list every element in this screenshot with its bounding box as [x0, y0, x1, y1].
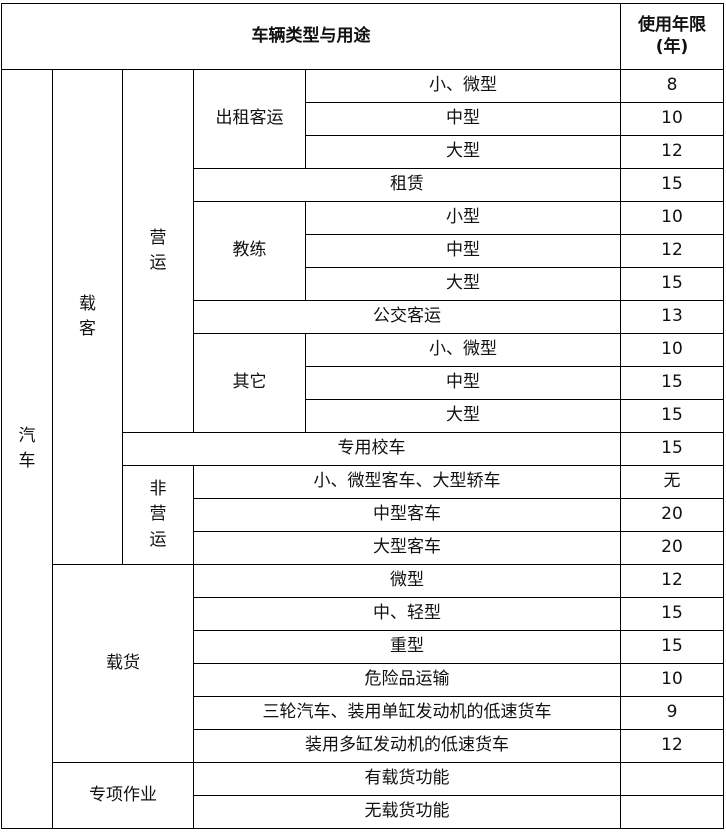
- years-cell: 15: [620, 399, 724, 433]
- years-cell: 15: [620, 597, 724, 631]
- item-cell: 大型: [305, 135, 621, 169]
- years-cell: 12: [620, 729, 724, 763]
- years-cell: 10: [620, 102, 724, 136]
- years-cell: 20: [620, 498, 724, 532]
- header-row: 车辆类型与用途 使用年限 (年): [1, 3, 724, 70]
- coach: 教练: [193, 201, 306, 301]
- item-cell: 大型: [305, 267, 621, 301]
- item-cell: 专用校车: [122, 432, 621, 466]
- header-type: 车辆类型与用途: [1, 3, 621, 70]
- item-cell: 中型: [305, 102, 621, 136]
- taxi: 出租客运: [193, 69, 306, 169]
- years-cell: 无: [620, 465, 724, 499]
- other: 其它: [193, 333, 306, 433]
- item-cell: 中型: [305, 234, 621, 268]
- years-cell: 12: [620, 234, 724, 268]
- item-cell: 危险品运输: [193, 663, 621, 697]
- item-cell: 大型客车: [193, 531, 621, 565]
- years-cell: 10: [620, 333, 724, 367]
- item-cell: 中、轻型: [193, 597, 621, 631]
- item-cell: 重型: [193, 630, 621, 664]
- item-cell: 无载货功能: [193, 795, 621, 829]
- item-cell: 大型: [305, 399, 621, 433]
- item-cell: 中型: [305, 366, 621, 400]
- years-cell: [620, 795, 724, 829]
- operating: 营运: [149, 227, 167, 274]
- years-cell: 15: [620, 168, 724, 202]
- passenger-cell: 载客: [52, 69, 123, 565]
- item-cell: 装用多缸发动机的低速货车: [193, 729, 621, 763]
- years-cell: [620, 762, 724, 796]
- operating-cell: 营运: [122, 69, 194, 433]
- item-cell: 小、微型: [305, 333, 621, 367]
- item-cell: 微型: [193, 564, 621, 598]
- vehicle-cell: 汽车: [1, 69, 53, 829]
- non-operating: 非营运: [149, 478, 167, 550]
- years-cell: 12: [620, 564, 724, 598]
- item-cell: 中型客车: [193, 498, 621, 532]
- header-years-label: 使用年限: [638, 15, 706, 36]
- years-cell: 15: [620, 630, 724, 664]
- years-cell: 12: [620, 135, 724, 169]
- cargo: 载货: [52, 564, 194, 763]
- vehicle: 汽车: [18, 425, 36, 472]
- item-cell: 三轮汽车、装用单缸发动机的低速货车: [193, 696, 621, 730]
- item-cell: 租赁: [193, 168, 621, 202]
- item-cell: 公交客运: [193, 300, 621, 334]
- years-cell: 20: [620, 531, 724, 565]
- header-years: 使用年限 (年): [620, 3, 724, 70]
- years-cell: 15: [620, 267, 724, 301]
- header-years-unit: (年): [655, 36, 689, 57]
- item-cell: 小、微型: [305, 69, 621, 103]
- special: 专项作业: [52, 762, 194, 829]
- years-cell: 13: [620, 300, 724, 334]
- years-cell: 8: [620, 69, 724, 103]
- passenger: 载客: [79, 293, 96, 340]
- years-cell: 15: [620, 432, 724, 466]
- years-cell: 9: [620, 696, 724, 730]
- years-cell: 15: [620, 366, 724, 400]
- item-cell: 有载货功能: [193, 762, 621, 796]
- non-operating-cell: 非营运: [122, 465, 194, 565]
- vehicle-life-table: 车辆类型与用途 使用年限 (年) 汽车 载客 营运 出租客运 小、微型 8 中型 10…: [1, 3, 724, 829]
- item-cell: 小型: [305, 201, 621, 235]
- item-cell: 小、微型客车、大型轿车: [193, 465, 621, 499]
- years-cell: 10: [620, 663, 724, 697]
- years-cell: 10: [620, 201, 724, 235]
